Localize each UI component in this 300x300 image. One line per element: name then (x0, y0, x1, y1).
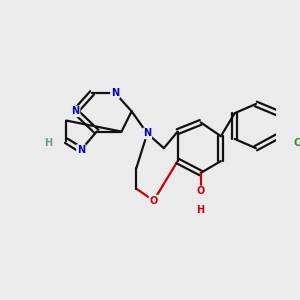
Text: O: O (150, 196, 158, 206)
Text: N: N (143, 128, 151, 138)
Text: H: H (196, 205, 205, 215)
Text: H: H (44, 138, 52, 148)
Text: N: N (111, 88, 119, 98)
Text: O: O (196, 186, 205, 197)
Text: N: N (71, 106, 80, 116)
Text: N: N (77, 145, 85, 155)
Text: Cl: Cl (294, 138, 300, 148)
